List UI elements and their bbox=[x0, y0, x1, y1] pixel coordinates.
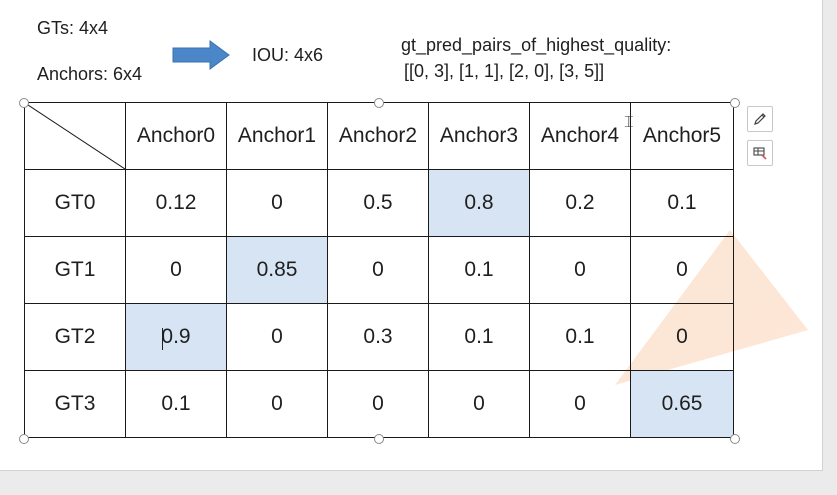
column-header: Anchor2 bbox=[327, 102, 429, 170]
pairs-title: gt_pred_pairs_of_highest_quality: bbox=[401, 35, 672, 55]
table-cell: 0 bbox=[327, 236, 429, 304]
text-cursor-icon: ⌶ bbox=[624, 112, 634, 131]
row-header: GT1 bbox=[24, 236, 126, 304]
table-header-row: Anchor0 Anchor1 Anchor2 Anchor3 Anchor4 … bbox=[24, 102, 734, 170]
brush-icon bbox=[753, 147, 767, 160]
column-header: Anchor3 bbox=[428, 102, 530, 170]
table-cell: 0 bbox=[125, 236, 227, 304]
pairs-value: [[0, 3], [1, 1], [2, 0], [3, 5]] bbox=[404, 61, 605, 81]
column-header: Anchor0 bbox=[125, 102, 227, 170]
row-header: GT2 bbox=[24, 303, 126, 371]
anchors-label: Anchors: 6x4 bbox=[37, 64, 143, 84]
table-cell: 0.5 bbox=[327, 169, 429, 237]
table-row: GT0 0.12 0 0.5 0.8 0.2 0.1 bbox=[24, 169, 734, 237]
iou-table[interactable]: Anchor0 Anchor1 Anchor2 Anchor3 Anchor4 … bbox=[24, 102, 734, 438]
resize-handle-top-left[interactable] bbox=[19, 98, 29, 108]
row-header: GT0 bbox=[24, 169, 126, 237]
table-cell: 0.3 bbox=[327, 303, 429, 371]
table-cell: 0 bbox=[630, 236, 734, 304]
right-arrow-icon bbox=[172, 40, 230, 70]
table-cell: 0 bbox=[630, 303, 734, 371]
pen-icon bbox=[754, 113, 766, 125]
resize-handle-bottom-left[interactable] bbox=[19, 434, 29, 444]
table-cell: 0 bbox=[529, 236, 631, 304]
table-cell: 0 bbox=[226, 169, 328, 237]
table-row: GT2 0.9 0 0.3 0.1 0.1 0 bbox=[24, 303, 734, 371]
highlighted-cell[interactable]: 0.9 bbox=[125, 303, 227, 371]
table-cell: 0.2 bbox=[529, 169, 631, 237]
iou-label: IOU: 4x6 bbox=[252, 45, 324, 65]
table-cell: 0.1 bbox=[529, 303, 631, 371]
table-cell: 0.1 bbox=[428, 303, 530, 371]
resize-handle-bottom-right[interactable] bbox=[730, 434, 740, 444]
resize-handle-bottom-center[interactable] bbox=[374, 434, 384, 444]
table-row: GT3 0.1 0 0 0 0 0.65 bbox=[24, 370, 734, 438]
table-cell: 0 bbox=[327, 370, 429, 438]
pen-tool-button[interactable] bbox=[747, 106, 773, 132]
table-cell: 0 bbox=[529, 370, 631, 438]
row-header: GT3 bbox=[24, 370, 126, 438]
table-cell: 0.1 bbox=[630, 169, 734, 237]
table-row: GT1 0 0.85 0 0.1 0 0 bbox=[24, 236, 734, 304]
diagonal-line bbox=[25, 103, 125, 169]
highlighted-cell: 0.85 bbox=[226, 236, 328, 304]
table-cell: 0.12 bbox=[125, 169, 227, 237]
table-cell: 0 bbox=[226, 303, 328, 371]
text-caret bbox=[162, 328, 163, 350]
table-cell: 0 bbox=[428, 370, 530, 438]
slide-canvas[interactable]: GTs: 4x4 Anchors: 6x4 IOU: 4x6 gt_pred_p… bbox=[0, 0, 823, 471]
table-style-button[interactable] bbox=[747, 140, 773, 166]
highlighted-cell: 0.8 bbox=[428, 169, 530, 237]
column-header: Anchor1 bbox=[226, 102, 328, 170]
table-cell: 0.1 bbox=[428, 236, 530, 304]
resize-handle-top-right[interactable] bbox=[730, 98, 740, 108]
table-cell: 0.1 bbox=[125, 370, 227, 438]
highlighted-cell: 0.65 bbox=[630, 370, 734, 438]
corner-cell bbox=[24, 102, 126, 170]
column-header: Anchor4 bbox=[529, 102, 631, 170]
resize-handle-top-center[interactable] bbox=[374, 98, 384, 108]
column-header: Anchor5 bbox=[630, 102, 734, 170]
gts-label: GTs: 4x4 bbox=[37, 18, 109, 38]
table-cell: 0 bbox=[226, 370, 328, 438]
